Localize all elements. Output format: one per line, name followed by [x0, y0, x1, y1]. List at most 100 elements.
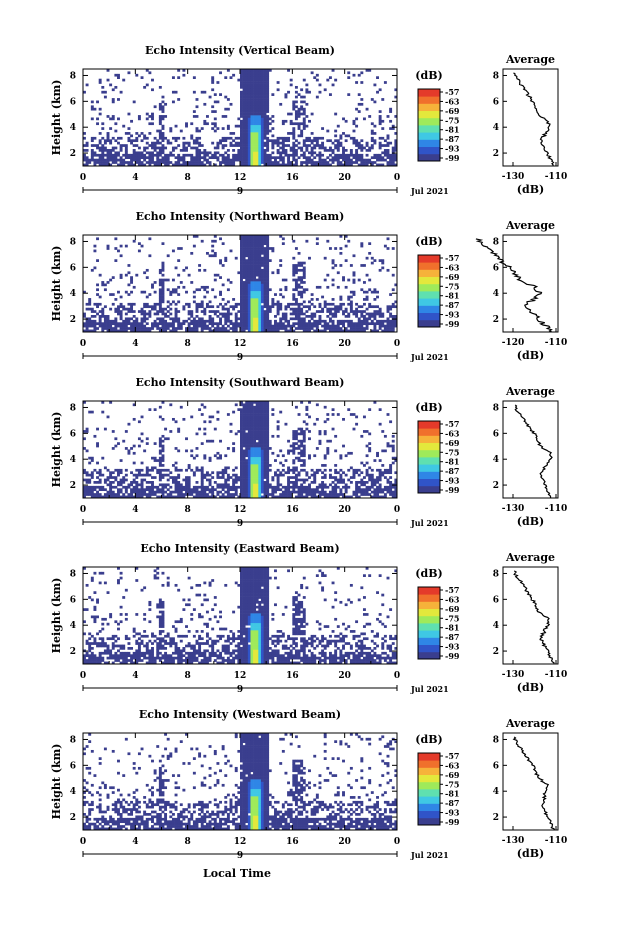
- heatmap-cell: [370, 163, 374, 167]
- heatmap-cell: [250, 69, 254, 72]
- heatmap-cell: [255, 319, 259, 323]
- heatmap-cell: [240, 432, 243, 436]
- heatmap-cell: [106, 281, 110, 284]
- heatmap-cell: [190, 449, 194, 453]
- heatmap-cell: [242, 235, 246, 238]
- heatmap-cell: [357, 317, 361, 321]
- heatmap-cell: [326, 449, 330, 453]
- heatmap-cell: [240, 327, 243, 330]
- heatmap-cell: [260, 102, 264, 106]
- heatmap-cell: [98, 112, 102, 116]
- heatmap-cell: [310, 298, 314, 301]
- heatmap-cell: [323, 322, 327, 326]
- heatmap-cell: [177, 468, 181, 472]
- heatmap-cell: [386, 268, 390, 272]
- heatmap-cell: [360, 81, 364, 84]
- heatmap-cell: [216, 310, 220, 313]
- heatmap-cell: [127, 451, 131, 455]
- heatmap-cell: [323, 305, 327, 309]
- heatmap-cell: [355, 141, 359, 145]
- heatmap-cell: [365, 485, 369, 489]
- heatmap-cell: [357, 488, 361, 492]
- heatmap-cell: [111, 495, 115, 499]
- heatmap-cell: [226, 310, 230, 313]
- heatmap-cell: [153, 163, 157, 167]
- heatmap-cell: [255, 464, 259, 467]
- heatmap-cell: [187, 153, 191, 157]
- heatmap-cell: [360, 461, 364, 465]
- heatmap-cell: [253, 78, 256, 82]
- heatmap-cell: [226, 136, 230, 140]
- heatmap-cell: [169, 493, 173, 496]
- heatmap-cell: [253, 271, 256, 275]
- heatmap-cell: [268, 288, 272, 292]
- heatmap-cell: [250, 488, 254, 492]
- heatmap-cell: [300, 278, 304, 282]
- heatmap-cell: [158, 295, 162, 299]
- heatmap-cell: [114, 495, 118, 499]
- heatmap-cell: [292, 122, 296, 126]
- heatmap-cell: [171, 481, 175, 484]
- heatmap-cell: [305, 408, 309, 411]
- heatmap-cell: [226, 490, 230, 494]
- heatmap-cell: [326, 161, 330, 164]
- heatmap-cell: [242, 83, 246, 87]
- heatmap-cell: [347, 315, 351, 318]
- heatmap-cell: [381, 495, 385, 499]
- heatmap-cell: [169, 322, 173, 326]
- heatmap-cell: [240, 461, 243, 465]
- heatmap-cell: [187, 312, 191, 316]
- heatmap-cell: [360, 471, 364, 475]
- heatmap-cell: [234, 488, 238, 492]
- heatmap-cell: [305, 485, 309, 489]
- heatmap-cell: [226, 447, 230, 450]
- heatmap-cell: [153, 146, 157, 150]
- heatmap-cell: [200, 302, 204, 306]
- heatmap-cell: [203, 163, 207, 167]
- heatmap-cell: [355, 161, 359, 164]
- heatmap-cell: [247, 285, 251, 289]
- heatmap-cell: [166, 163, 170, 167]
- heatmap-cell: [237, 271, 241, 275]
- heatmap-cell: [224, 107, 228, 111]
- heatmap-cell: [245, 153, 249, 157]
- heatmap-cell: [274, 163, 277, 167]
- heatmap-cell: [247, 259, 251, 262]
- heatmap-cell: [297, 432, 301, 436]
- heatmap-cell: [247, 466, 251, 470]
- heatmap-cell: [383, 329, 387, 333]
- heatmap-cell: [263, 459, 267, 462]
- heatmap-cell: [245, 129, 249, 133]
- heatmap-cell: [373, 401, 377, 404]
- heatmap-cell: [253, 273, 256, 277]
- heatmap-cell: [242, 490, 246, 494]
- heatmap-cell: [226, 288, 230, 292]
- heatmap-cell: [370, 256, 374, 260]
- heatmap-cell: [281, 493, 285, 496]
- heatmap-cell: [376, 488, 379, 492]
- heatmap-cell: [386, 151, 390, 155]
- x-tick-label: 0: [394, 339, 400, 349]
- heatmap-cell: [208, 310, 212, 313]
- heatmap-cell: [258, 298, 262, 301]
- heatmap-cell: [161, 447, 165, 450]
- heatmap-cell: [219, 312, 222, 316]
- heatmap-cell: [253, 161, 256, 164]
- heatmap-cell: [323, 278, 327, 282]
- heatmap-cell: [381, 156, 385, 160]
- heatmap-cell: [255, 425, 259, 428]
- heatmap-cell: [266, 329, 270, 333]
- heatmap-cell: [245, 417, 249, 421]
- heatmap-cell: [213, 488, 217, 492]
- heatmap-cell: [111, 98, 115, 101]
- heatmap-cell: [98, 139, 102, 143]
- heatmap-cell: [151, 161, 154, 164]
- colorbar-segment: [418, 283, 440, 292]
- heatmap-cell: [103, 161, 107, 164]
- heatmap-cell: [294, 466, 298, 470]
- heatmap-cell: [253, 73, 256, 77]
- heatmap-cell: [334, 144, 338, 147]
- heatmap-cell: [132, 488, 136, 492]
- heatmap-cell: [247, 405, 251, 409]
- heatmap-cell: [276, 454, 280, 458]
